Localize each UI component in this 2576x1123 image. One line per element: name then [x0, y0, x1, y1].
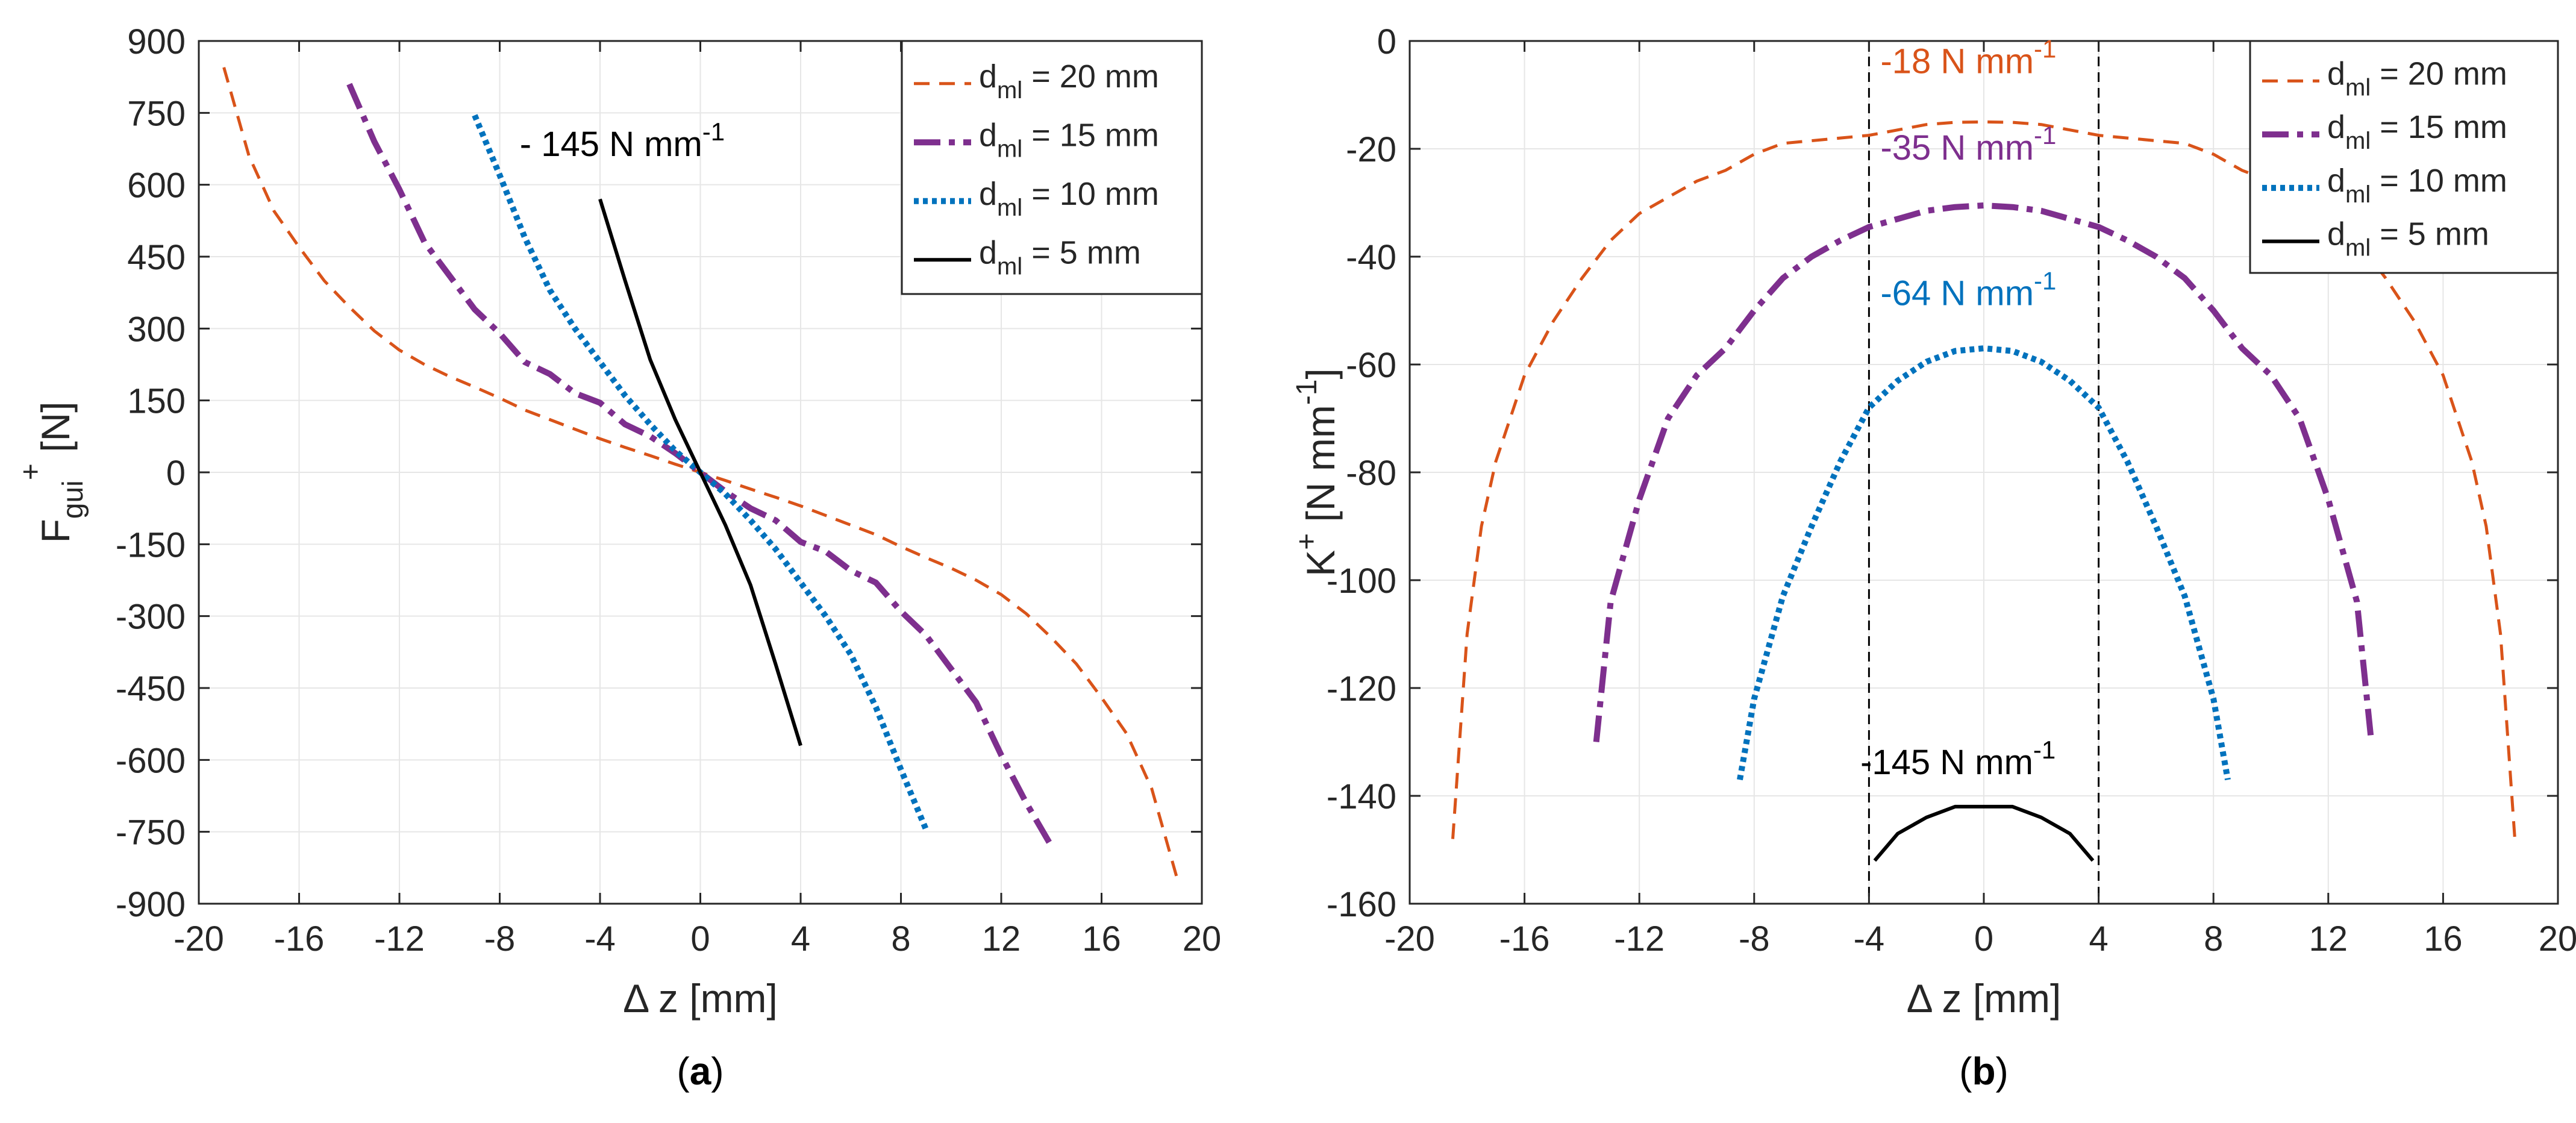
y-axis-label: Fgui+ [N]: [15, 401, 89, 543]
x-tick-label: 4: [791, 919, 810, 959]
panel-caption: (b): [1959, 1049, 2009, 1093]
y-tick-label: -40: [1346, 238, 1396, 277]
x-tick-label: 20: [1183, 919, 1222, 959]
legend-label: dml = 15 mm: [2327, 109, 2507, 154]
x-tick-label: 16: [1082, 919, 1121, 959]
legend: dml = 20 mm dml = 15 mm dml = 10 mm dml = 5…: [901, 40, 1203, 295]
annotation-label: - 145 N mm-1: [520, 117, 725, 164]
x-tick-label: 0: [690, 919, 710, 959]
x-axis-label: Δ z [mm]: [623, 976, 778, 1021]
y-tick-label: -900: [116, 885, 186, 924]
x-tick-label: -8: [484, 919, 516, 959]
legend: dml = 20 mm dml = 15 mm dml = 10 mm dml = 5…: [2249, 40, 2559, 274]
legend-label: dml = 15 mm: [979, 117, 1159, 162]
x-tick-label: -4: [1854, 919, 1885, 959]
x-tick-label: 8: [2204, 919, 2223, 959]
y-tick-label: -80: [1346, 454, 1396, 493]
x-tick-label: 4: [2089, 919, 2108, 959]
y-tick-label: 0: [1377, 22, 1396, 61]
y-tick-label: -150: [116, 525, 186, 565]
y-tick-label: -160: [1327, 885, 1396, 924]
x-tick-label: -8: [1739, 919, 1770, 959]
annotation-label: -145 N mm-1: [1860, 736, 2055, 782]
y-tick-label: -600: [116, 741, 186, 780]
series-line-d10: [1737, 345, 2231, 781]
x-tick-label: 20: [2539, 919, 2576, 959]
legend-label: dml = 20 mm: [979, 58, 1159, 104]
x-tick-label: -20: [174, 919, 224, 959]
y-tick-label: -20: [1346, 130, 1396, 169]
y-tick-label: -750: [116, 813, 186, 852]
x-tick-label: 16: [2424, 919, 2463, 959]
legend-label: dml = 10 mm: [2327, 163, 2507, 208]
y-tick-label: -300: [116, 598, 186, 637]
x-tick-label: -16: [274, 919, 325, 959]
x-tick-label: 0: [1974, 919, 1993, 959]
legend-label: dml = 5 mm: [2327, 216, 2489, 261]
y-tick-label: -450: [116, 669, 186, 709]
x-tick-label: -12: [374, 919, 425, 959]
y-tick-label: 750: [127, 94, 186, 133]
series-line-d5: [1873, 804, 2095, 862]
y-tick-label: 300: [127, 310, 186, 349]
y-axis-label: K+ [N mm-1]: [1291, 368, 1343, 577]
y-tick-label: 150: [127, 382, 186, 421]
y-tick-label: 0: [166, 454, 186, 493]
x-tick-label: 8: [891, 919, 910, 959]
y-tick-label: -60: [1346, 346, 1396, 385]
x-tick-label: 12: [982, 919, 1021, 959]
y-tick-label: -100: [1327, 562, 1396, 601]
annotation-label: -64 N mm-1: [1880, 267, 2056, 313]
y-tick-label: -140: [1327, 777, 1396, 816]
legend-label: dml = 10 mm: [979, 176, 1159, 221]
panel-b: -20 -16 -12 -8 -4 0 4 8 12 16 200-20-40-60-80-100-…: [1291, 22, 2576, 1093]
x-tick-label: -12: [1614, 919, 1665, 959]
series-line-d15: [1593, 202, 2375, 743]
panel-a: -20 -16 -12 -8 -4 0 4 8 12 16 20 900 750 600 450 300 150…: [15, 22, 1221, 1093]
y-tick-label: 600: [127, 166, 186, 205]
x-tick-label: 12: [2309, 919, 2348, 959]
legend-label: dml = 20 mm: [2327, 55, 2507, 101]
x-tick-label: -4: [584, 919, 616, 959]
legend-label: dml = 5 mm: [979, 234, 1141, 280]
x-tick-label: -16: [1499, 919, 1550, 959]
series-line-d5: [598, 198, 802, 746]
y-tick-label: 900: [127, 22, 186, 61]
y-tick-label: 450: [127, 238, 186, 277]
x-axis-label: Δ z [mm]: [1907, 976, 2062, 1021]
annotation-label: -35 N mm-1: [1880, 121, 2056, 167]
y-tick-label: -120: [1327, 669, 1396, 709]
series-line-d20: [1451, 120, 2516, 839]
panel-caption: (a): [677, 1049, 724, 1093]
annotation-label: -18 N mm-1: [1880, 35, 2056, 81]
x-tick-label: -20: [1384, 919, 1435, 959]
